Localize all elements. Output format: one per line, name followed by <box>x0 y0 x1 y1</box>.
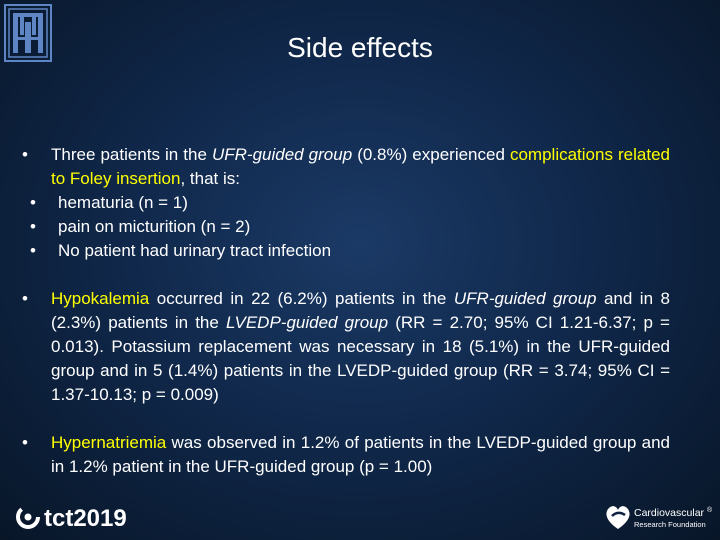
group-name: UFR-guided group <box>453 289 597 308</box>
sub-item-text: hematuria (n = 1) <box>58 193 188 212</box>
highlight-text: complications related to Foley insertion <box>51 145 670 188</box>
highlight-text: Hypokalemia <box>51 289 150 308</box>
tct-swirl-icon: tct2019 <box>16 505 127 532</box>
sub-item-hematuria: • hematuria (n = 1) <box>30 193 188 212</box>
group-name: LVEDP-guided group <box>225 313 389 332</box>
bullet-foley: • Three patients in the UFR-guided group… <box>22 143 670 263</box>
bullet-text: was observed in 1.2% of patients in the … <box>51 433 670 476</box>
group-name: UFR-guided group <box>211 145 353 164</box>
sub-item-text: No patient had urinary tract infection <box>58 241 332 260</box>
bullet-dot: • <box>22 433 28 452</box>
bullet-text: occurred in 22 (6.2%) patients in the <box>149 289 454 308</box>
bullet-text: , that is: <box>180 169 240 188</box>
crf-logo: Cardiovascular ® Research Foundation <box>606 506 713 529</box>
highlight-text: Hypernatriemia <box>51 433 167 452</box>
sub-item-infection: • No patient had urinary tract infection <box>30 241 332 260</box>
bullet-hypokalemia: • Hypokalemia occurred in 22 (6.2%) pati… <box>22 287 670 407</box>
sub-item-text: pain on micturition (n = 2) <box>58 217 251 236</box>
sub-item-pain: • pain on micturition (n = 2) <box>30 217 251 236</box>
tct-logo: tct2019 <box>14 502 144 539</box>
bullet-text: (RR = 2.70; 95% CI 1.21-6.37; p = 0.013)… <box>51 313 670 404</box>
crf-registered: ® <box>707 506 713 514</box>
crf-logo-line2: Research Foundation <box>634 520 706 529</box>
bullet-text: and in 8 (2.3%) patients in the <box>51 289 670 332</box>
slide-title: Side effects <box>287 32 433 63</box>
bullet-text: (0.8%) experienced <box>352 145 510 164</box>
bullet-hypernatriemia: • Hypernatriemia was observed in 1.2% of… <box>22 431 670 479</box>
bullet-dot: • <box>22 145 28 164</box>
hospital-emblem-icon <box>4 4 52 62</box>
tct-logo-text: tct2019 <box>44 505 127 532</box>
crf-logo-line1: Cardiovascular <box>634 507 705 519</box>
bullet-dot: • <box>22 289 28 308</box>
bullet-text: Three patients in the <box>51 145 212 164</box>
heart-logo-icon <box>606 506 630 529</box>
